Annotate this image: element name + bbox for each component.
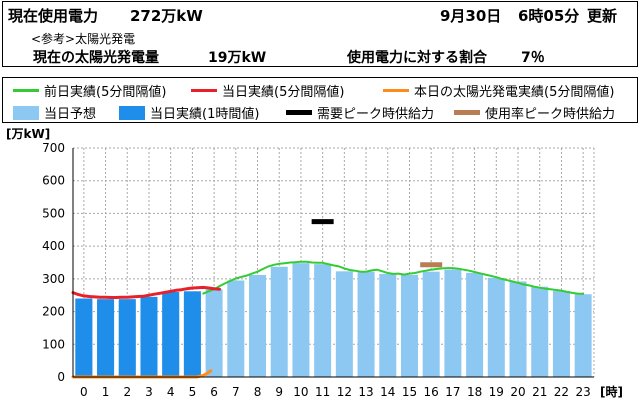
legend-label-solar: 本日の太陽光発電実績(5分間隔値) bbox=[414, 85, 615, 100]
x-tick-label: 10 bbox=[293, 385, 308, 399]
solar-ratio-label: 使用電力に対する割合 bbox=[347, 50, 487, 66]
chart-legend: 前日実績(5分間隔値) 当日実績(5分間隔値) 本日の太陽光発電実績(5分間隔値… bbox=[2, 77, 638, 123]
bar-actual-hourly bbox=[162, 291, 180, 377]
y-tick-label: 300 bbox=[42, 272, 65, 286]
y-tick-label: 700 bbox=[42, 141, 65, 155]
legend-swatch-forecast bbox=[13, 105, 39, 120]
x-tick-label: 2 bbox=[123, 385, 131, 399]
bar-forecast bbox=[270, 266, 288, 377]
line-today-5min bbox=[71, 285, 221, 299]
legend-item-forecast: 当日予想 bbox=[13, 103, 96, 122]
legend-item-today-5min: 当日実績(5分間隔値) bbox=[191, 81, 344, 100]
legend-item-usage-peak: 使用率ピーク時供給力 bbox=[454, 103, 615, 122]
y-tick-label: 600 bbox=[42, 174, 65, 188]
x-tick-label: 11 bbox=[315, 385, 330, 399]
y-tick-label: 0 bbox=[57, 370, 65, 384]
bar-forecast bbox=[466, 272, 484, 377]
bar-forecast bbox=[422, 271, 440, 377]
bar-forecast bbox=[487, 277, 505, 377]
legend-item-prev-day: 前日実績(5分間隔値) bbox=[13, 81, 166, 100]
info-panel: 現在使用電力 272万kW 9月30日 6時05分 更新 <参考>太陽光発電 現… bbox=[2, 1, 638, 67]
x-tick-label: 5 bbox=[189, 385, 197, 399]
x-tick-label: 22 bbox=[554, 385, 569, 399]
bar-forecast bbox=[292, 263, 310, 377]
line-prev-day bbox=[202, 260, 585, 295]
bar-forecast bbox=[531, 286, 549, 377]
legend-label-forecast: 当日予想 bbox=[44, 107, 97, 122]
y-tick-label: 100 bbox=[42, 337, 65, 351]
x-tick-label: 19 bbox=[489, 385, 504, 399]
bar-forecast bbox=[335, 271, 353, 377]
legend-swatch-demand-peak bbox=[286, 110, 312, 115]
current-usage-label: 現在使用電力 bbox=[8, 7, 99, 25]
solar-label: 現在の太陽光発電量 bbox=[33, 50, 159, 66]
x-tick-label: 6 bbox=[210, 385, 218, 399]
bar-forecast bbox=[205, 289, 223, 377]
update-date: 9月30日 bbox=[440, 7, 502, 25]
bar-actual-hourly bbox=[75, 298, 93, 377]
bar-forecast bbox=[249, 274, 267, 377]
legend-label-demand-peak: 需要ピーク時供給力 bbox=[317, 107, 435, 122]
bar-actual-hourly bbox=[183, 291, 201, 377]
legend-swatch-today-5min bbox=[191, 89, 217, 92]
peak-supply-markers bbox=[311, 219, 443, 268]
x-tick-label: 9 bbox=[275, 385, 283, 399]
y-tick-label: 400 bbox=[42, 239, 65, 253]
current-usage-value: 272万kW bbox=[130, 7, 203, 25]
x-tick-label: 1 bbox=[102, 385, 110, 399]
x-tick-label: 0 bbox=[80, 385, 88, 399]
x-tick-label: 13 bbox=[358, 385, 373, 399]
bar-actual-hourly bbox=[140, 296, 158, 377]
x-tick-label: 23 bbox=[576, 385, 591, 399]
legend-label-prev-day: 前日実績(5分間隔値) bbox=[44, 85, 167, 100]
legend-item-solar: 本日の太陽光発電実績(5分間隔値) bbox=[383, 81, 614, 100]
bar-forecast bbox=[357, 271, 375, 377]
legend-label-today-5min: 当日実績(5分間隔値) bbox=[222, 85, 345, 100]
legend-swatch-today-hourly bbox=[119, 105, 145, 120]
y-tick-label: 500 bbox=[42, 206, 65, 220]
bar-forecast bbox=[444, 269, 462, 377]
update-time: 6時05分 bbox=[518, 7, 580, 25]
update-label: 更新 bbox=[587, 7, 618, 25]
x-tick-label: 21 bbox=[532, 385, 547, 399]
x-tick-label: 18 bbox=[467, 385, 482, 399]
legend-swatch-prev-day bbox=[13, 89, 39, 92]
y-tick-label: 200 bbox=[42, 305, 65, 319]
legend-label-today-hourly: 当日実績(1時間値) bbox=[150, 107, 260, 122]
x-tick-label: 14 bbox=[380, 385, 395, 399]
x-tick-label: 7 bbox=[232, 385, 240, 399]
bar-forecast bbox=[314, 264, 332, 377]
legend-swatch-solar bbox=[383, 89, 409, 92]
reference-note: <参考>太陽光発電 bbox=[31, 32, 136, 46]
bar-forecast bbox=[509, 281, 527, 377]
bar-actual-hourly bbox=[97, 299, 115, 377]
x-tick-label: 15 bbox=[402, 385, 417, 399]
legend-swatch-usage-peak bbox=[454, 110, 480, 115]
solar-value: 19万kW bbox=[208, 50, 267, 66]
bar-forecast bbox=[574, 294, 592, 377]
bar-actual-hourly bbox=[118, 299, 136, 377]
x-tick-label: 12 bbox=[337, 385, 352, 399]
solar-ratio-value: 7％ bbox=[521, 50, 545, 66]
bar-forecast bbox=[552, 290, 570, 377]
x-tick-label: 20 bbox=[510, 385, 525, 399]
legend-label-usage-peak: 使用率ピーク時供給力 bbox=[485, 107, 616, 122]
x-tick-label: 17 bbox=[445, 385, 460, 399]
y-axis-label: [万kW] bbox=[6, 127, 50, 141]
bar-forecast bbox=[400, 274, 418, 377]
bar-forecast bbox=[227, 280, 245, 377]
bars bbox=[75, 263, 592, 377]
legend-item-today-hourly: 当日実績(1時間値) bbox=[119, 103, 259, 122]
legend-item-demand-peak: 需要ピーク時供給力 bbox=[286, 103, 434, 122]
x-tick-label: 4 bbox=[167, 385, 175, 399]
x-tick-label: 8 bbox=[254, 385, 262, 399]
x-tick-label: 16 bbox=[424, 385, 439, 399]
x-axis-label: [時] bbox=[600, 384, 623, 399]
gridlines bbox=[73, 147, 595, 377]
x-tick-label: 3 bbox=[145, 385, 153, 399]
bar-forecast bbox=[379, 273, 397, 377]
